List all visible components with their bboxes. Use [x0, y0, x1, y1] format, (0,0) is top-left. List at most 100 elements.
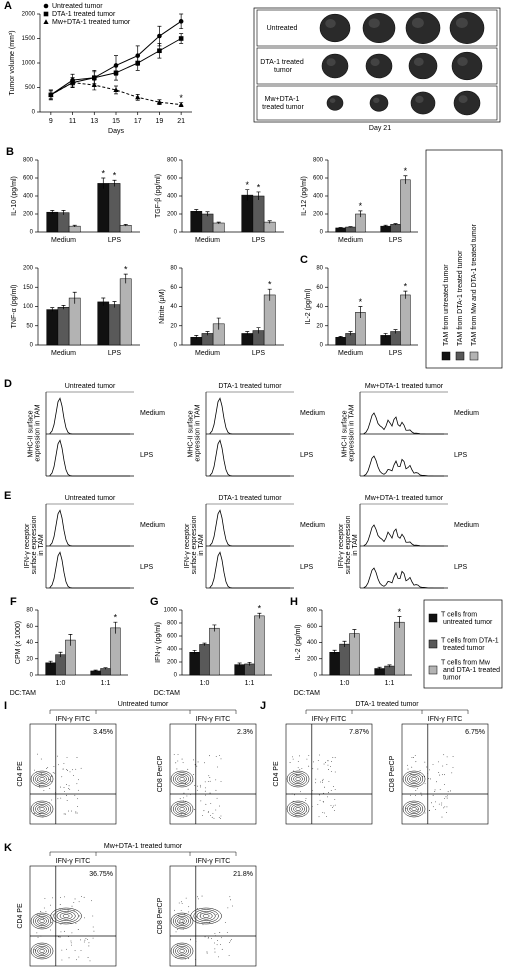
event-dot: [298, 755, 300, 757]
y-tick-label: 0: [174, 343, 178, 349]
event-dot: [43, 790, 45, 792]
y-tick-label: 40: [316, 304, 323, 310]
plot-frame: [401, 723, 489, 825]
event-dot: [45, 911, 47, 913]
event-dot: [443, 754, 445, 756]
event-dot: [200, 786, 201, 788]
event-dot: [190, 780, 191, 781]
y-tick-label: 800: [313, 158, 324, 164]
y-tick-label: 0: [320, 343, 324, 349]
event-dot: [77, 929, 79, 930]
event-dot: [334, 757, 336, 759]
error-bar: [112, 179, 117, 187]
contour: [402, 800, 426, 818]
error-bar: [403, 290, 408, 299]
event-dot: [194, 785, 196, 787]
event-dot: [177, 929, 178, 930]
event-dot: [79, 939, 81, 941]
significance-mark: *: [246, 180, 250, 190]
x-axis-label: IFN-γ FITC: [196, 716, 231, 723]
event-dot: [220, 758, 222, 760]
event-dot: [181, 758, 183, 760]
event-dot: [215, 935, 217, 937]
event-dot: [63, 787, 65, 788]
error-bar: [192, 649, 197, 655]
event-dot: [34, 949, 36, 951]
y-tick-label: 200: [23, 266, 34, 272]
error-bar: [348, 226, 353, 228]
bar: [199, 644, 210, 676]
event-dot: [300, 791, 302, 793]
event-dot: [178, 915, 180, 917]
contour: [407, 803, 421, 815]
contour: [170, 942, 194, 960]
event-dot: [297, 767, 299, 769]
event-dot: [230, 940, 231, 942]
event-dot: [319, 754, 321, 756]
event-dot: [206, 921, 208, 923]
point: [69, 79, 76, 85]
x-tick-label: Medium: [338, 237, 363, 244]
error-bar: [256, 191, 261, 201]
y-tick-label: 0: [174, 673, 178, 679]
event-dot: [219, 932, 221, 933]
contour: [177, 917, 187, 925]
contour: [409, 775, 419, 783]
quadrant-percent: 36.75%: [89, 871, 113, 878]
event-dot: [173, 753, 175, 755]
event-dot: [63, 762, 65, 764]
event-dot: [297, 761, 299, 762]
row-label: Mw+DTA-1 treated tumor: [260, 96, 304, 111]
contour: [30, 942, 54, 960]
x-axis-label: IFN-γ FITC: [312, 716, 347, 723]
event-dot: [68, 785, 70, 787]
panel-label: A: [4, 0, 12, 12]
event-dot: [36, 803, 37, 805]
event-dot: [40, 911, 42, 912]
contour: [172, 914, 192, 928]
event-dot: [52, 914, 54, 916]
y-tick-label: 800: [307, 608, 318, 614]
contour: [170, 912, 194, 930]
point: [135, 94, 141, 100]
event-dot: [182, 928, 184, 930]
plot-frame: [29, 723, 117, 825]
event-dot: [195, 916, 197, 917]
y-axis-label: CD4 PE: [17, 903, 24, 929]
event-dot: [446, 756, 448, 758]
event-dot: [444, 806, 446, 808]
quadrant-percent: 21.8%: [233, 871, 253, 878]
event-dot: [78, 779, 79, 781]
event-dot: [424, 761, 426, 763]
event-dot: [311, 789, 313, 791]
event-dot: [92, 926, 94, 928]
event-dot: [330, 804, 332, 806]
plot-frame: [285, 723, 373, 825]
y-axis-label: IFN-γ receptor surface expression in TAM: [338, 516, 359, 577]
event-dot: [61, 949, 63, 951]
event-dot: [410, 773, 412, 775]
y-axis-label: IL-10 (pg/ml): [11, 176, 18, 216]
contour: [404, 772, 424, 786]
event-dot: [212, 813, 214, 814]
event-dot: [179, 798, 181, 800]
event-dot: [452, 766, 454, 768]
event-dot: [332, 807, 333, 808]
event-dot: [314, 782, 316, 784]
quadrant-percent: 6.75%: [465, 729, 485, 736]
event-dot: [51, 799, 53, 801]
y-tick-label: 400: [307, 640, 318, 646]
event-dot: [334, 789, 336, 791]
event-dot: [202, 815, 204, 816]
event-dot: [64, 791, 65, 792]
event-dot: [184, 813, 186, 815]
event-dot: [63, 930, 65, 932]
event-dot: [318, 794, 320, 796]
event-dot: [175, 762, 177, 764]
row-label: LPS: [140, 564, 154, 571]
event-dot: [84, 917, 85, 919]
event-dot: [426, 766, 428, 768]
column-title: Untreated tumor: [65, 383, 116, 390]
event-dot: [415, 795, 416, 796]
contour: [295, 777, 301, 781]
